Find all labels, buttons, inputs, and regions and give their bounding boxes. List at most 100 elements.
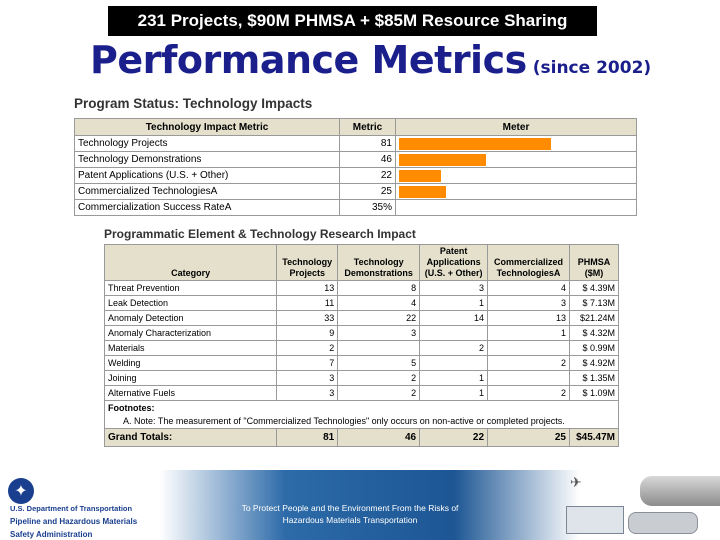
row-phmsa: $ 7.13M [568,295,620,311]
impact-metric-value: 35% [339,199,396,216]
header-tech-projects: Technology Projects [276,244,339,281]
table-row: Anomaly Detection 33 22 14 13 $21.24M [103,310,620,326]
impact-metric-label: Commercialization Success RateA [74,199,340,216]
impact-row: Commercialized TechnologiesA 25 [74,183,637,200]
impact-meter-cell [395,183,637,200]
row-phmsa: $ 1.35M [568,370,620,386]
agency-name: U.S. Department of Transportation Pipeli… [10,504,137,540]
pipeline-image [640,476,720,506]
tank-car-image [628,512,698,534]
table-row: Welding 7 5 2 $ 4.92M [103,355,620,371]
row-tech-projects: 11 [276,295,339,311]
row-tech-demos: 2 [337,370,421,386]
row-tech-projects: 7 [276,355,339,371]
row-patents: 2 [419,340,489,356]
row-tech-demos: 5 [337,355,421,371]
agency-line1: U.S. Department of Transportation [10,504,133,513]
motto-line2: Hazardous Materials Transportation [282,515,418,525]
row-tech-projects: 9 [276,325,339,341]
row-patents: 1 [419,295,489,311]
table-row: Leak Detection 11 4 1 3 $ 7.13M [103,295,620,311]
row-commercialized: 2 [487,385,570,401]
title-row: Performance Metrics (since 2002) [90,38,710,88]
row-phmsa: $ 4.39M [568,280,620,296]
row-commercialized: 4 [487,280,570,296]
header-commercialized: Commercialized TechnologiesA [487,244,570,281]
row-patents [419,355,489,371]
impact-metric-label: Technology Demonstrations [74,151,340,168]
page-title: Performance Metrics [90,38,527,82]
row-patents: 1 [419,385,489,401]
row-patents: 3 [419,280,489,296]
impact-meter-cell [395,135,637,152]
row-commercialized [487,340,570,356]
agency-line3: Safety Administration [10,530,93,539]
row-patents [419,325,489,341]
row-phmsa: $ 0.99M [568,340,620,356]
technology-impacts-table: Technology Impact Metric Metric Meter Te… [74,118,637,216]
row-tech-demos: 4 [337,295,421,311]
row-category: Anomaly Detection [103,310,278,326]
row-category: Anomaly Characterization [103,325,278,341]
totals-phmsa: $45.47M [568,428,620,447]
row-phmsa: $21.24M [568,310,620,326]
header-category: Category [103,244,278,281]
meter-bar [399,185,446,198]
row-commercialized: 1 [487,325,570,341]
header-phmsa: PHMSA ($M) [568,244,620,281]
table-row: Alternative Fuels 3 2 1 2 $ 1.09M [103,385,620,401]
impact-metric-value: 46 [339,151,396,168]
impact-metric-label: Technology Projects [74,135,340,152]
row-commercialized: 13 [487,310,570,326]
row-tech-demos: 22 [337,310,421,326]
row-tech-projects: 13 [276,280,339,296]
header-metric-name: Technology Impact Metric [74,118,340,136]
impact-metric-value: 81 [339,135,396,152]
impact-metric-value: 25 [339,183,396,200]
impact-row: Commercialization Success RateA 35% [74,199,637,216]
impact-row: Patent Applications (U.S. + Other) 22 [74,167,637,184]
totals-commercialized: 25 [487,428,570,447]
row-category: Materials [103,340,278,356]
row-category: Alternative Fuels [103,385,278,401]
row-commercialized [487,370,570,386]
table-row: Anomaly Characterization 9 3 1 $ 4.32M [103,325,620,341]
row-tech-projects: 33 [276,310,339,326]
row-patents: 1 [419,370,489,386]
status-table-title: Program Status: Technology Impacts [74,96,313,111]
row-tech-projects: 3 [276,385,339,401]
grand-totals-row: Grand Totals: 81 46 22 25 $45.47M [103,428,620,447]
row-tech-demos: 8 [337,280,421,296]
impact-metric-label: Commercialized TechnologiesA [74,183,340,200]
footer-gradient [160,470,580,540]
impact-metric-label: Patent Applications (U.S. + Other) [74,167,340,184]
row-tech-projects: 3 [276,370,339,386]
motto-line1: To Protect People and the Environment Fr… [241,503,459,513]
row-tech-demos: 2 [337,385,421,401]
row-category: Welding [103,355,278,371]
totals-patents: 22 [419,428,489,447]
program-table-title: Programmatic Element & Technology Resear… [104,227,416,241]
impact-row: Technology Projects 81 [74,135,637,152]
truck-image [566,506,624,534]
header-meter: Meter [395,118,637,136]
programmatic-element-table: Category Technology Projects Technology … [103,244,620,447]
row-tech-projects: 2 [276,340,339,356]
dot-logo-icon: ✦ [8,478,34,504]
impact-metric-value: 22 [339,167,396,184]
impact-meter-cell [395,199,637,216]
row-phmsa: $ 1.09M [568,385,620,401]
row-commercialized: 3 [487,295,570,311]
footnote-text: A. Note: The measurement of "Commerciali… [104,414,619,429]
table-row: Materials 2 2 $ 0.99M [103,340,620,356]
since-label: (since 2002) [532,58,652,78]
impact-meter-cell [395,151,637,168]
meter-bar [399,137,552,150]
agency-line2: Pipeline and Hazardous Materials [10,517,138,526]
banner: 231 Projects, $90M PHMSA + $85M Resource… [108,6,597,36]
impact-meter-cell [395,167,637,184]
row-phmsa: $ 4.32M [568,325,620,341]
row-phmsa: $ 4.92M [568,355,620,371]
header-tech-demos: Technology Demonstrations [337,244,421,281]
totals-demos: 46 [337,428,421,447]
